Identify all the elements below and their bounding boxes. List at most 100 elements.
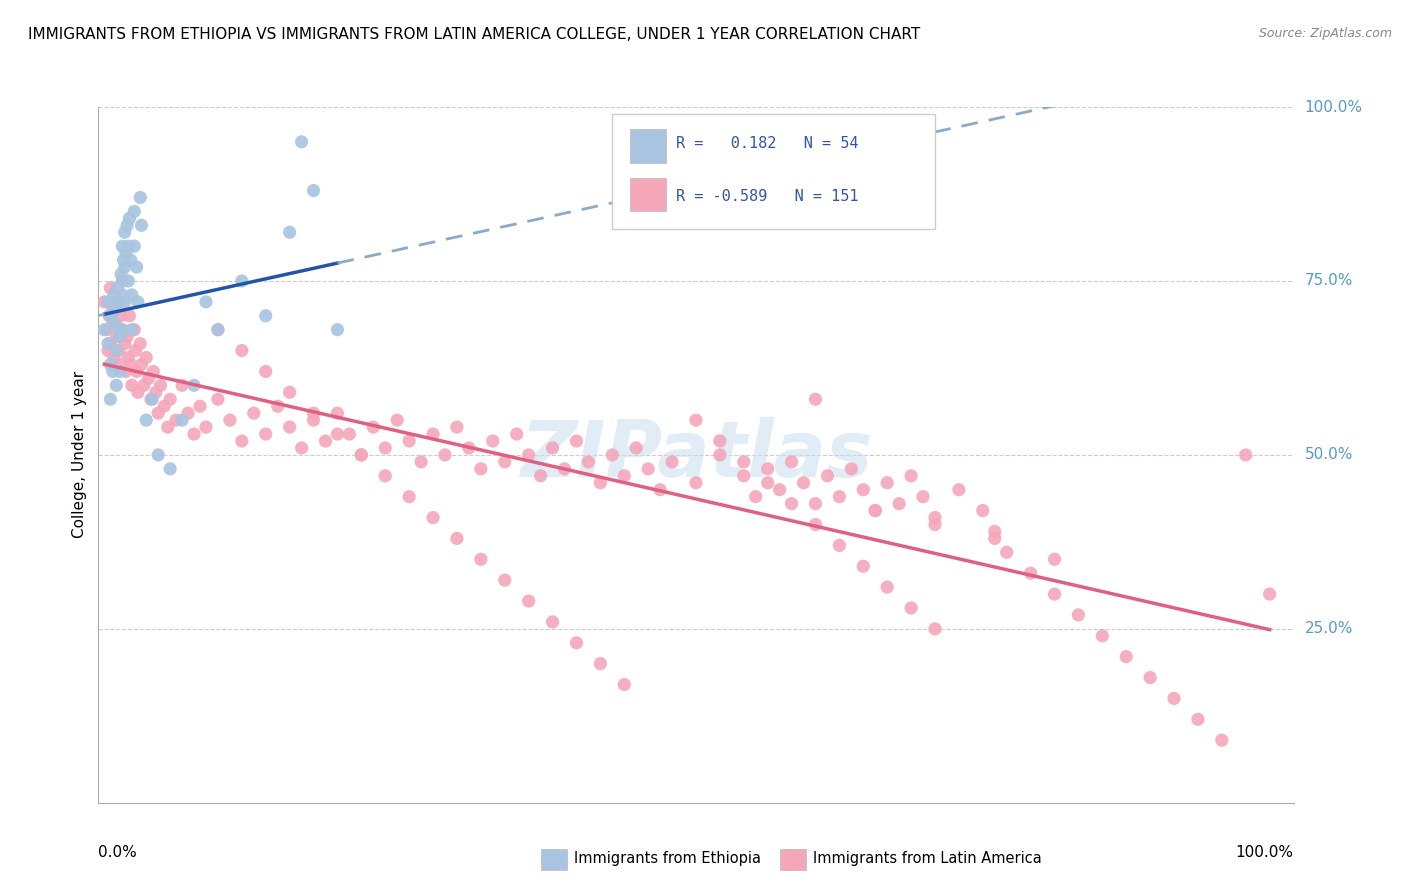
FancyBboxPatch shape bbox=[630, 178, 666, 211]
Point bbox=[374, 468, 396, 483]
Point bbox=[852, 559, 875, 574]
Point bbox=[114, 294, 136, 309]
Point bbox=[433, 448, 456, 462]
Point bbox=[124, 343, 146, 358]
Point bbox=[815, 468, 838, 483]
Point bbox=[254, 364, 277, 378]
Point bbox=[107, 323, 129, 337]
Point bbox=[411, 455, 433, 469]
Point bbox=[278, 420, 301, 434]
Point bbox=[107, 294, 129, 309]
Point bbox=[1139, 671, 1161, 685]
Point bbox=[780, 497, 803, 511]
Point bbox=[565, 434, 588, 448]
Text: Immigrants from Latin America: Immigrants from Latin America bbox=[813, 851, 1042, 866]
Point bbox=[111, 323, 134, 337]
Point bbox=[506, 427, 529, 442]
Point bbox=[600, 448, 623, 462]
Point bbox=[876, 580, 898, 594]
Point bbox=[135, 351, 157, 365]
Point bbox=[541, 441, 564, 455]
Point bbox=[852, 483, 875, 497]
Point bbox=[804, 517, 827, 532]
Point bbox=[685, 413, 707, 427]
Point bbox=[194, 294, 217, 309]
Point bbox=[768, 483, 790, 497]
FancyBboxPatch shape bbox=[779, 849, 806, 871]
Point bbox=[108, 294, 131, 309]
Y-axis label: College, Under 1 year: College, Under 1 year bbox=[72, 371, 87, 539]
Point bbox=[115, 329, 138, 343]
Point bbox=[446, 420, 468, 434]
Point bbox=[114, 336, 136, 351]
Point bbox=[576, 455, 599, 469]
Point bbox=[98, 281, 122, 295]
Point bbox=[541, 615, 564, 629]
Point bbox=[131, 219, 153, 233]
Point bbox=[194, 420, 217, 434]
Point bbox=[98, 392, 122, 407]
Point bbox=[494, 573, 516, 587]
Point bbox=[145, 385, 167, 400]
Point bbox=[637, 462, 659, 476]
Point bbox=[111, 274, 134, 288]
Point bbox=[115, 246, 138, 260]
Point bbox=[733, 468, 755, 483]
Point bbox=[733, 455, 755, 469]
Point bbox=[97, 343, 120, 358]
Point bbox=[517, 448, 540, 462]
Text: 100.0%: 100.0% bbox=[1236, 845, 1294, 860]
Point bbox=[302, 406, 325, 420]
Point bbox=[446, 532, 468, 546]
Point bbox=[93, 323, 115, 337]
Point bbox=[863, 503, 886, 517]
Point bbox=[350, 448, 373, 462]
Point bbox=[995, 545, 1018, 559]
Point bbox=[105, 378, 128, 392]
Point bbox=[972, 503, 994, 517]
Point bbox=[98, 336, 122, 351]
Point bbox=[290, 135, 312, 149]
Text: IMMIGRANTS FROM ETHIOPIA VS IMMIGRANTS FROM LATIN AMERICA COLLEGE, UNDER 1 YEAR : IMMIGRANTS FROM ETHIOPIA VS IMMIGRANTS F… bbox=[28, 27, 921, 42]
Point bbox=[924, 622, 946, 636]
Point bbox=[889, 497, 911, 511]
Point bbox=[114, 225, 136, 239]
Point bbox=[118, 211, 141, 226]
Point bbox=[315, 434, 337, 448]
Point bbox=[458, 441, 481, 455]
Point bbox=[326, 427, 349, 442]
Point bbox=[363, 420, 385, 434]
Point bbox=[911, 490, 934, 504]
Point bbox=[756, 462, 779, 476]
Point bbox=[207, 323, 229, 337]
Point bbox=[1187, 712, 1209, 726]
Point bbox=[793, 475, 815, 490]
Point bbox=[97, 294, 120, 309]
Point bbox=[470, 462, 492, 476]
Point bbox=[177, 406, 200, 420]
Point bbox=[948, 483, 970, 497]
Point bbox=[103, 351, 125, 365]
Point bbox=[159, 462, 181, 476]
Point bbox=[148, 406, 170, 420]
Point bbox=[589, 475, 612, 490]
Point bbox=[804, 392, 827, 407]
Point bbox=[138, 371, 160, 385]
Point bbox=[1163, 691, 1185, 706]
Point bbox=[422, 427, 444, 442]
Point bbox=[900, 468, 922, 483]
Point bbox=[302, 184, 325, 198]
Point bbox=[108, 364, 131, 378]
Point bbox=[98, 358, 122, 372]
Point bbox=[900, 601, 922, 615]
Point bbox=[350, 448, 373, 462]
Point bbox=[107, 281, 129, 295]
Point bbox=[108, 329, 131, 343]
Point bbox=[470, 552, 492, 566]
Point bbox=[121, 323, 143, 337]
FancyBboxPatch shape bbox=[612, 114, 935, 229]
Point bbox=[231, 274, 253, 288]
Point bbox=[172, 413, 194, 427]
Point bbox=[207, 323, 229, 337]
Point bbox=[172, 378, 194, 392]
